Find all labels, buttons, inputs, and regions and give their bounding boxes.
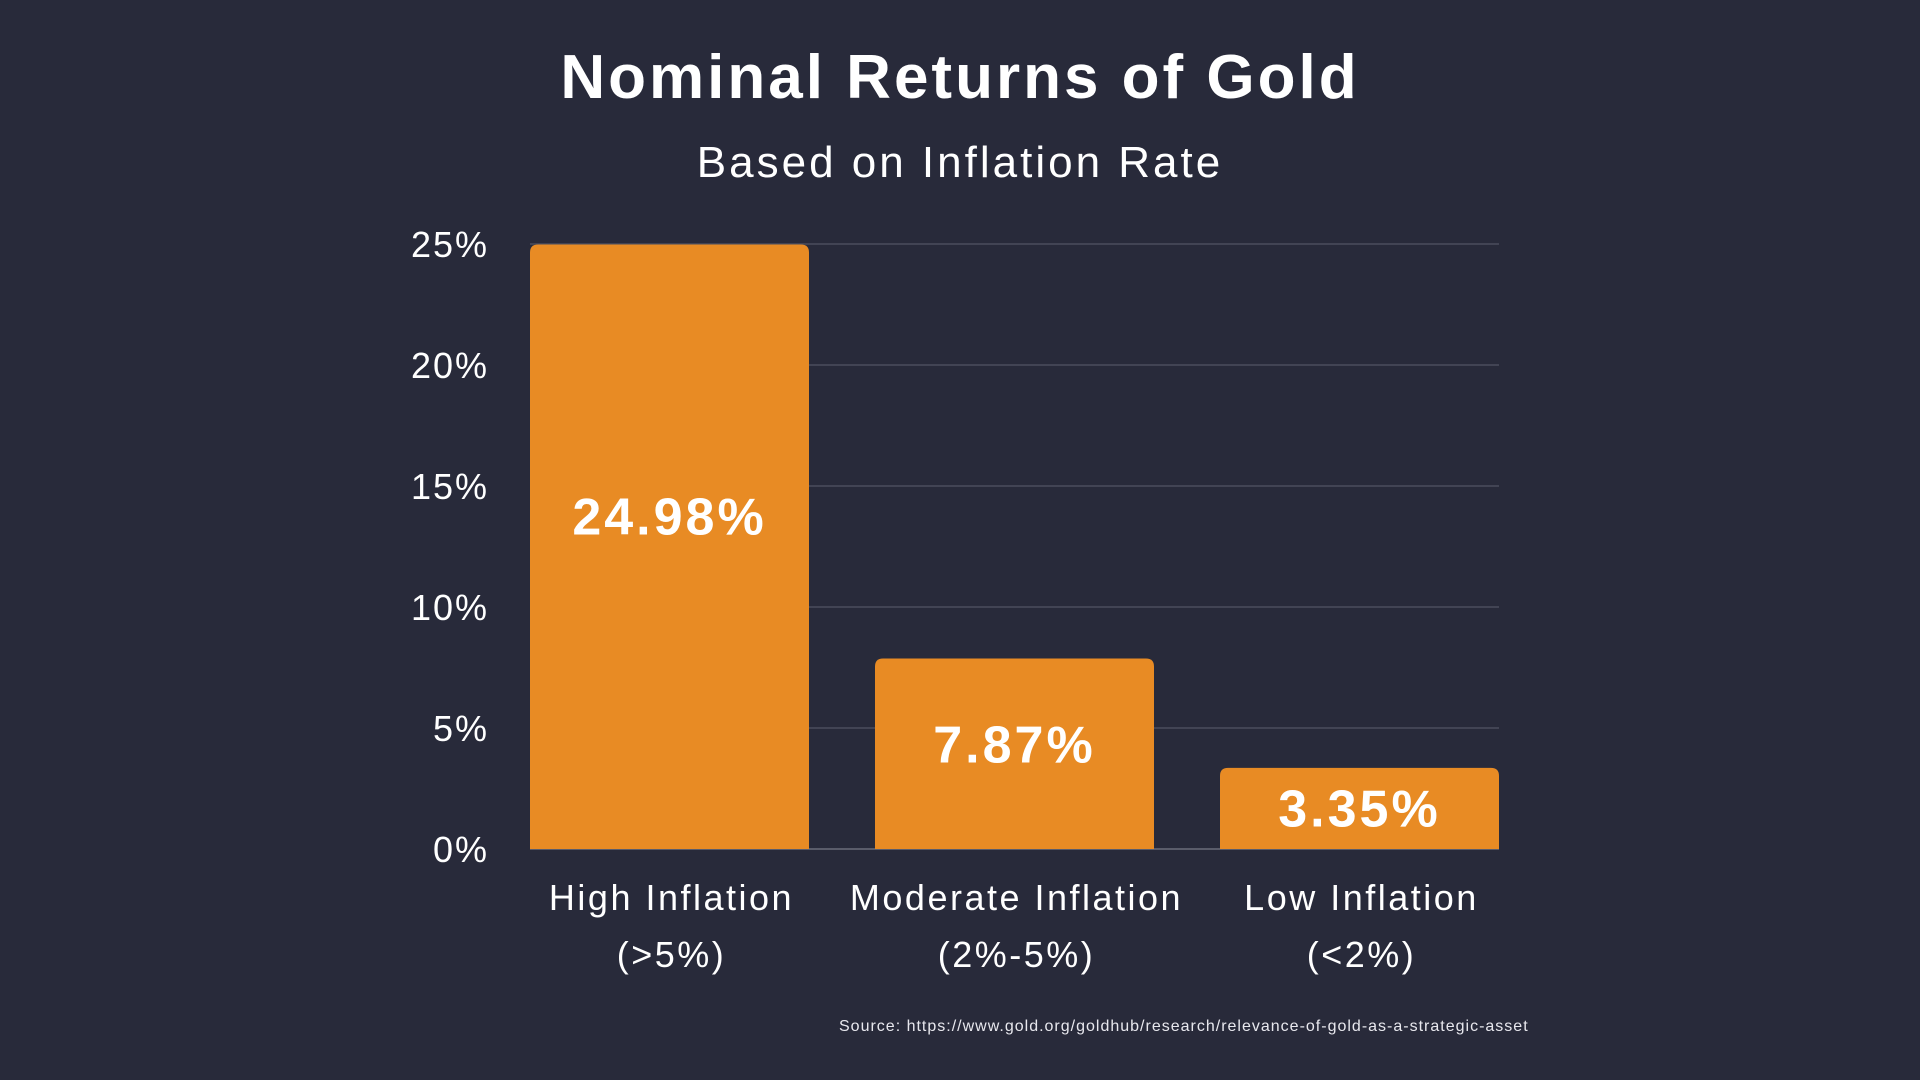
x-tick-label: Moderate Inflation	[850, 877, 1183, 918]
x-tick-label: High Inflation	[549, 877, 794, 918]
chart-subtitle: Based on Inflation Rate	[696, 138, 1224, 187]
chart-title: Nominal Returns of Gold	[560, 43, 1360, 112]
y-tick-label: 0%	[433, 829, 489, 870]
source-note: Source: https://www.gold.org/goldhub/res…	[839, 1018, 1529, 1035]
x-tick-label: Low Inflation	[1244, 877, 1479, 918]
data-label: 3.35%	[1278, 780, 1440, 838]
x-tick-label: (<2%)	[1307, 934, 1417, 975]
bar	[875, 658, 1154, 849]
bar	[1220, 767, 1499, 849]
y-tick-label: 5%	[433, 708, 489, 749]
y-tick-label: 20%	[411, 345, 489, 386]
y-tick-label: 10%	[411, 587, 489, 628]
bar	[530, 244, 809, 849]
x-tick-label: (2%-5%)	[938, 934, 1096, 975]
y-tick-label: 25%	[411, 224, 489, 265]
data-label: 24.98%	[572, 489, 766, 547]
data-label: 7.87%	[933, 716, 1095, 774]
y-tick-label: 15%	[411, 466, 489, 507]
x-tick-label: (>5%)	[617, 934, 727, 975]
